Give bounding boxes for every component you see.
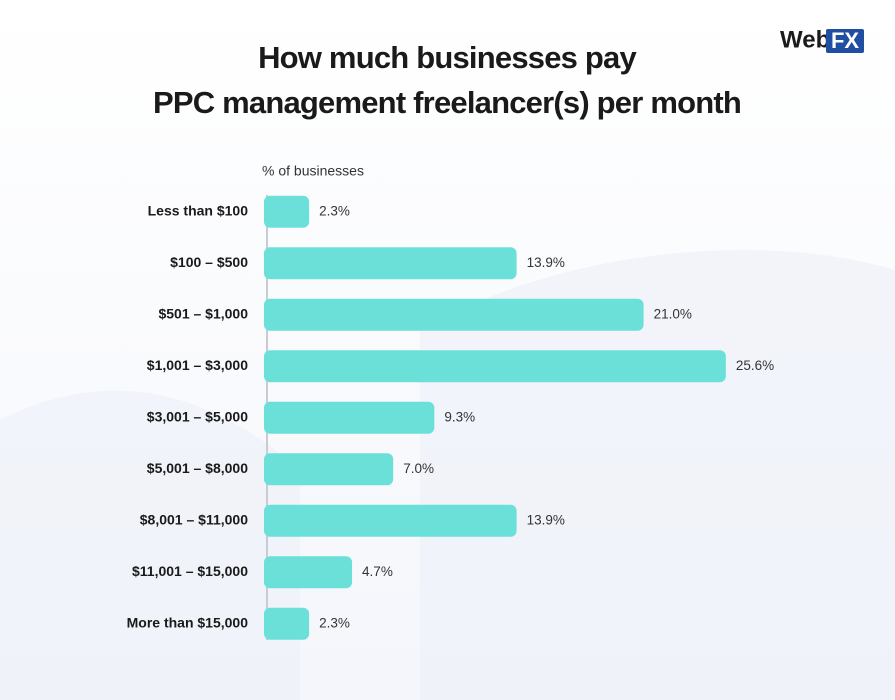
bar: [264, 556, 353, 589]
category-label: $5,001 – $8,000: [147, 460, 248, 476]
value-label: 2.3%: [319, 615, 350, 630]
category-label: $1,001 – $3,000: [147, 357, 248, 373]
category-label: $3,001 – $5,000: [147, 408, 248, 424]
category-label: $501 – $1,000: [158, 305, 248, 321]
bar: [264, 195, 310, 228]
brand-badge-box: [826, 29, 864, 53]
category-label: $11,001 – $15,000: [132, 563, 248, 579]
background-wave: [0, 390, 300, 700]
bar: [264, 453, 394, 486]
category-label: $8,001 – $11,000: [140, 511, 248, 527]
value-label: 25.6%: [736, 358, 774, 373]
value-label: 9.3%: [444, 409, 475, 424]
value-label: 13.9%: [527, 255, 565, 270]
brand-badge: FX: [831, 28, 859, 53]
bar: [264, 350, 726, 383]
brand-text: Web: [780, 26, 830, 53]
bar: [264, 504, 517, 537]
category-label: Less than $100: [148, 202, 249, 218]
value-label: 4.7%: [362, 564, 393, 579]
bar: [264, 401, 435, 434]
value-label: 2.3%: [319, 203, 350, 218]
chart-title: PPC management freelancer(s) per month: [153, 85, 741, 120]
brand-logo: Web FX: [780, 26, 864, 53]
bar: [264, 298, 644, 331]
chart-title: How much businesses pay: [258, 40, 637, 75]
value-label: 7.0%: [403, 461, 434, 476]
axis-label: % of businesses: [262, 163, 364, 179]
value-label: 21.0%: [654, 306, 692, 321]
value-label: 13.9%: [527, 512, 565, 527]
bar: [264, 247, 517, 280]
category-label: More than $15,000: [127, 614, 249, 630]
category-label: $100 – $500: [170, 254, 248, 270]
bar: [264, 607, 310, 640]
